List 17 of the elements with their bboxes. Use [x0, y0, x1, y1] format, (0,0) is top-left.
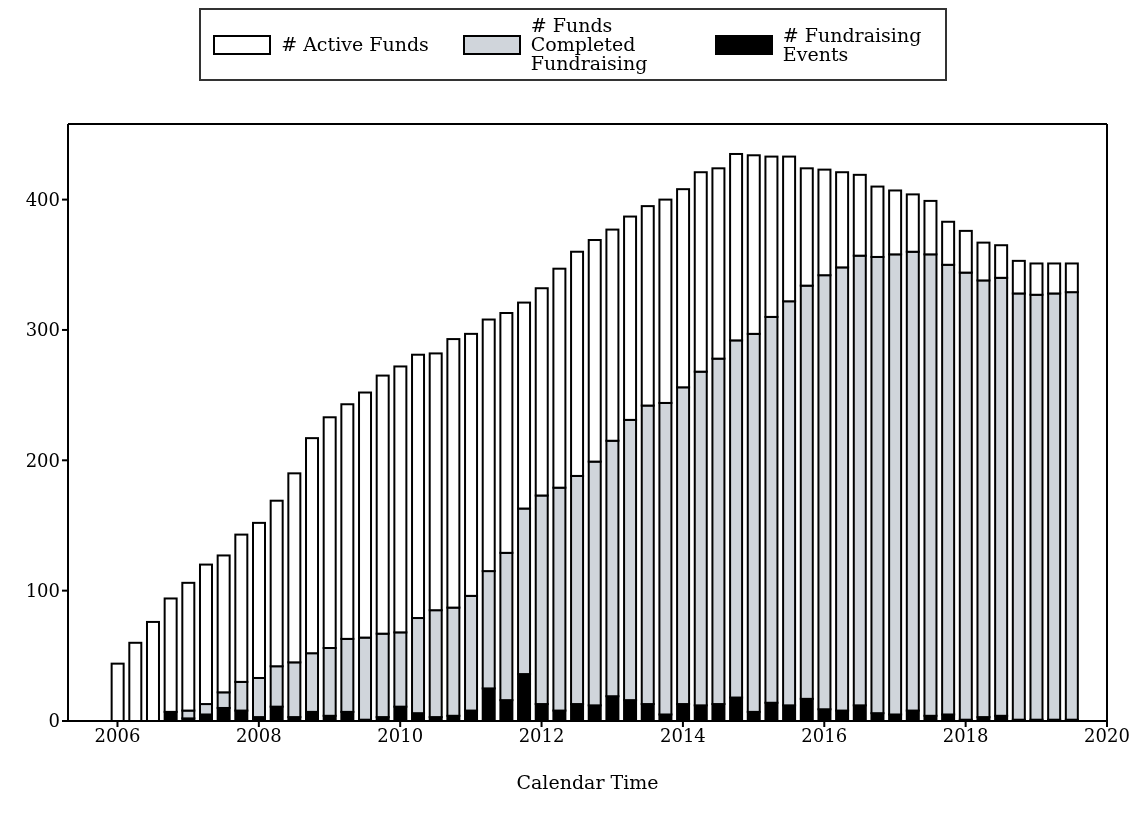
- legend-label: # Funds Completed Fundraising: [530, 14, 649, 74]
- y-tick-label: 0: [48, 710, 60, 732]
- x-tick-label: 2020: [1084, 724, 1130, 746]
- legend-label: # Active Funds: [281, 33, 429, 55]
- y-tick-label: 100: [25, 580, 60, 602]
- x-tick-label: 2008: [235, 724, 282, 746]
- y-tick-label: 200: [25, 449, 60, 471]
- y-tick-label: 300: [25, 319, 60, 341]
- x-tick-label: 2012: [518, 724, 565, 746]
- legend-label: # Fundraising Events: [782, 23, 923, 65]
- x-tick-label: 2006: [94, 724, 141, 746]
- x-tick-label: 2010: [377, 724, 424, 746]
- x-tick-label: 2018: [942, 724, 989, 746]
- y-tick-label: 400: [25, 188, 60, 210]
- x-axis-title: Calendar Time: [516, 771, 659, 793]
- x-tick-label: 2016: [801, 724, 848, 746]
- x-tick-label: 2014: [660, 724, 706, 746]
